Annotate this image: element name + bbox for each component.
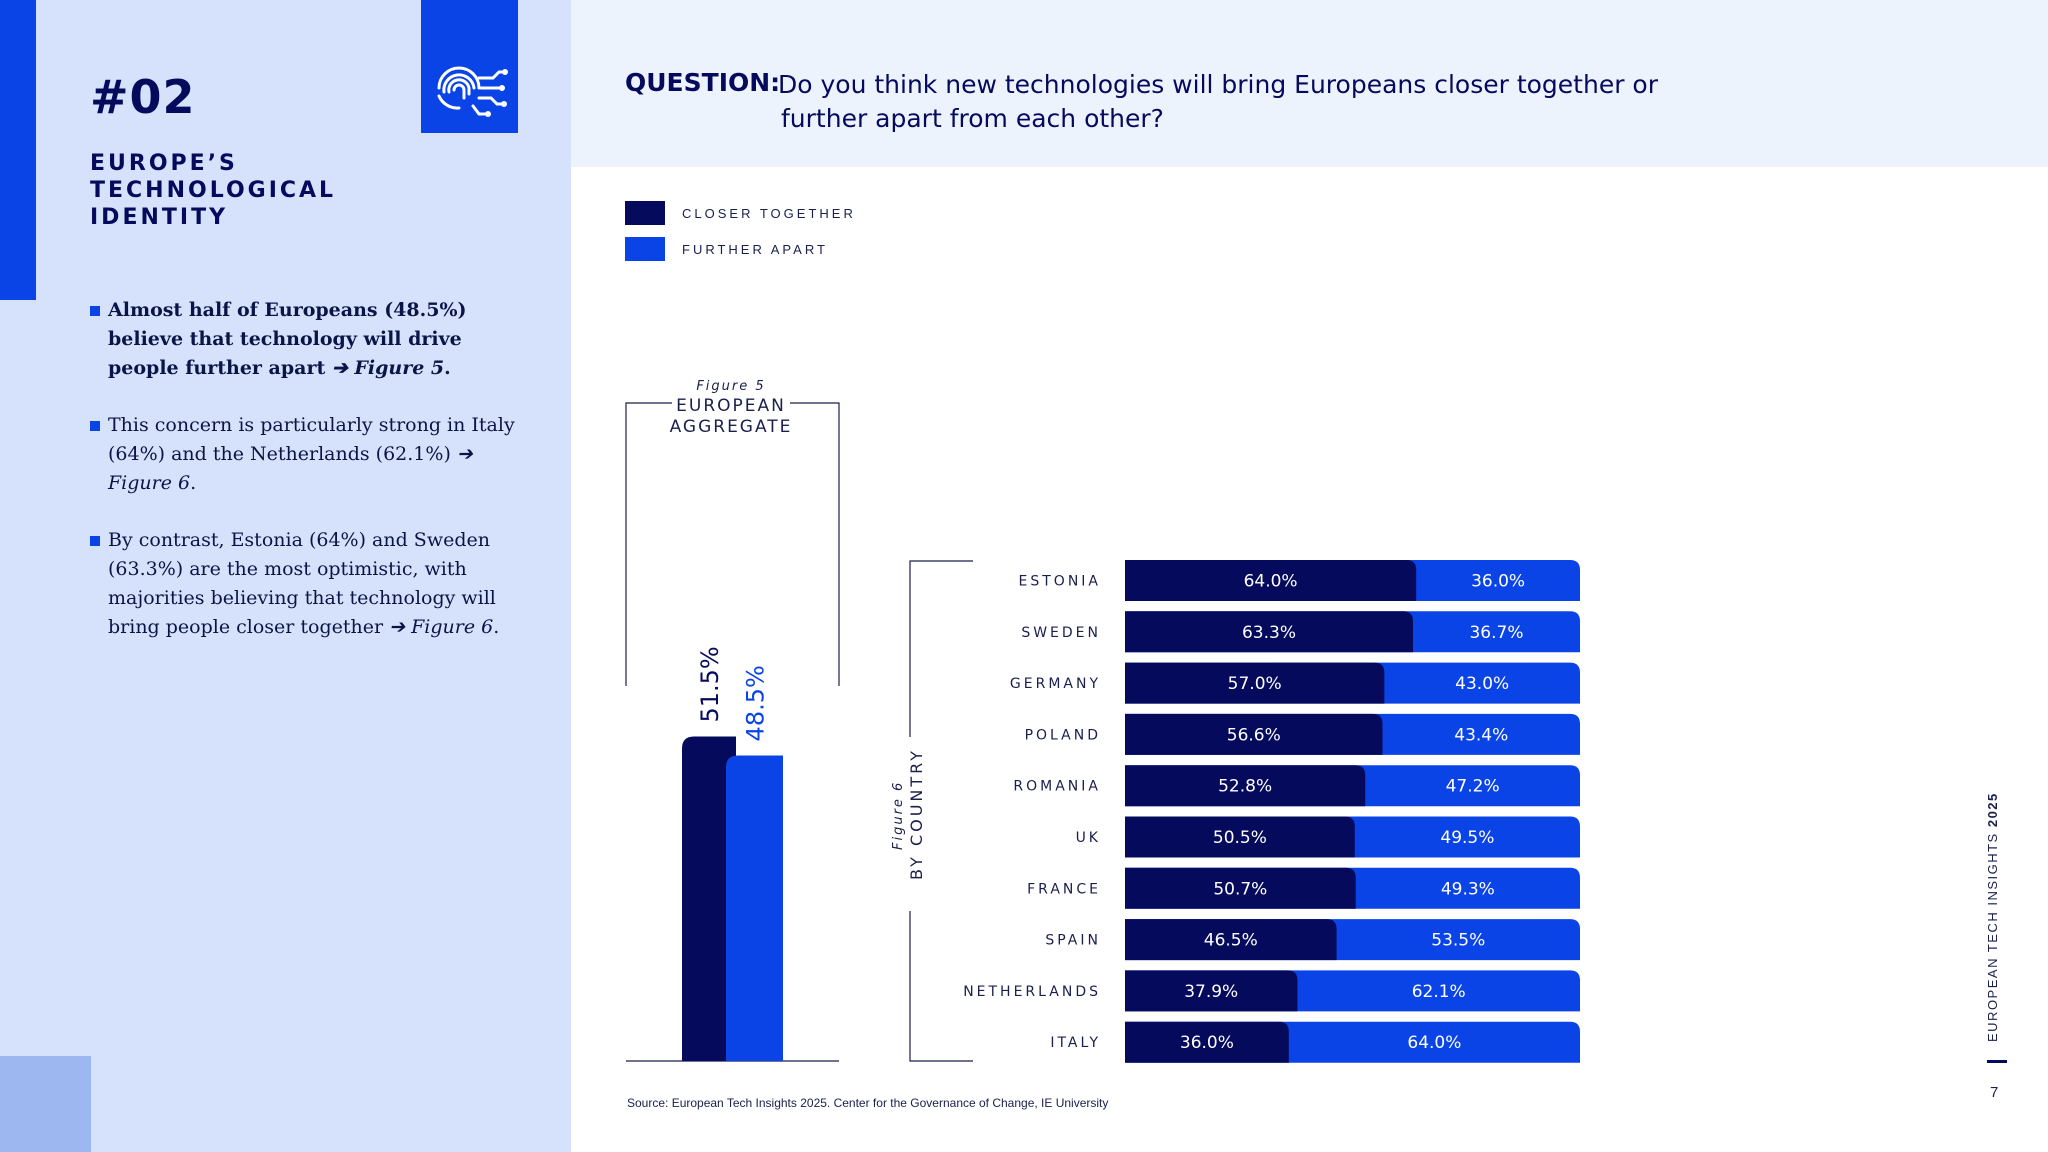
data-label-closer: 57.0% xyxy=(1228,674,1282,694)
bar-row: POLAND 56.6% 43.4% xyxy=(1025,713,1580,755)
legend-swatch-closer xyxy=(625,201,665,225)
left-panel xyxy=(0,0,571,1152)
bar-row: ROMANIA 52.8% 47.2% xyxy=(1013,765,1580,807)
bar-segment-closer xyxy=(1125,611,1414,653)
data-label-further: 36.0% xyxy=(1471,572,1525,592)
bar-row: ITALY 36.0% 64.0% xyxy=(1050,1021,1580,1063)
bullet-text: By contrast, Estonia (64%) and Sweden (6… xyxy=(108,529,496,638)
question-text: Do you think new technologies will bring… xyxy=(778,70,1659,133)
data-label-closer: 64.0% xyxy=(1244,572,1298,592)
bullet-text: Almost half of Europeans (48.5%) believe… xyxy=(108,299,467,379)
data-label-closer: 50.7% xyxy=(1213,879,1267,899)
country-label: ITALY xyxy=(1050,1035,1101,1051)
figure6-bars: ESTONIA 64.0% 36.0% SWEDEN 63.3% 36.7% GERMANY… xyxy=(963,560,1580,1063)
bar-segment-closer xyxy=(1125,765,1366,807)
figure6-bracket xyxy=(909,560,973,1062)
bullet-end: . xyxy=(444,357,451,379)
country-label: ROMANIA xyxy=(1013,779,1101,795)
section-icon-box xyxy=(421,0,518,133)
bar-row: ESTONIA 64.0% 36.0% xyxy=(1019,560,1580,601)
fingerprint-circuit-icon xyxy=(437,66,508,117)
brand-rule xyxy=(1987,1060,2007,1063)
legend-item-closer: CLOSER TOGETHER xyxy=(625,201,856,225)
data-label-further: 49.5% xyxy=(1440,828,1494,848)
figure6-title: BY COUNTRY xyxy=(907,748,926,880)
bar-row: SWEDEN 63.3% 36.7% xyxy=(1021,611,1580,653)
page-number: 7 xyxy=(1990,1084,1999,1101)
data-label-closer: 46.5% xyxy=(1204,931,1258,951)
data-label-closer: 37.9% xyxy=(1184,982,1238,1002)
bar-row: NETHERLANDS 37.9% 62.1% xyxy=(963,970,1580,1012)
list-item: This concern is particularly strong in I… xyxy=(90,411,530,498)
country-label: SWEDEN xyxy=(1021,625,1101,641)
legend-label-closer: CLOSER TOGETHER xyxy=(682,205,856,221)
section-title: EUROPE’S TECHNOLOGICAL IDENTITY xyxy=(90,151,337,230)
figure-reference: ➔ Figure 6 xyxy=(389,616,494,638)
data-label-closer: 51.5% xyxy=(696,646,724,722)
data-label-further: 62.1% xyxy=(1412,982,1466,1002)
data-label-further: 43.4% xyxy=(1454,725,1508,745)
list-item: Almost half of Europeans (48.5%) believe… xyxy=(90,296,530,383)
data-label-closer: 63.3% xyxy=(1242,623,1296,643)
data-label-further: 36.7% xyxy=(1469,623,1523,643)
data-label-further: 49.3% xyxy=(1441,879,1495,899)
brand-text: EUROPEAN TECH INSIGHTS xyxy=(1985,827,2000,1042)
bar-row: GERMANY 57.0% 43.0% xyxy=(1010,662,1580,704)
figure-reference: ➔ Figure 6 xyxy=(108,443,473,494)
legend-item-further: FURTHER APART xyxy=(625,237,828,261)
bar-row: FRANCE 50.7% 49.3% xyxy=(1027,867,1580,909)
data-label-further: 64.0% xyxy=(1407,1033,1461,1053)
figure5-title-line1: EUROPEAN xyxy=(676,396,786,416)
figure-reference: ➔ Figure 5 xyxy=(331,357,445,379)
country-label: SPAIN xyxy=(1045,933,1101,949)
question-label: QUESTION: xyxy=(625,68,781,97)
key-findings-list: Almost half of Europeans (48.5%) believe… xyxy=(90,296,530,670)
country-label: ESTONIA xyxy=(1019,574,1101,590)
figure5-bars: 51.5% 48.5% xyxy=(682,646,783,1061)
data-label-closer: 56.6% xyxy=(1227,725,1281,745)
brand-year: 2025 xyxy=(1985,792,2000,828)
legend-swatch-further xyxy=(625,237,665,261)
section-number: #02 xyxy=(90,70,196,124)
bar-segment-closer xyxy=(1125,816,1355,858)
brand-vertical: EUROPEAN TECH INSIGHTS 2025 xyxy=(1985,792,2000,1042)
country-label: FRANCE xyxy=(1027,881,1101,897)
bar-row: SPAIN 46.5% 53.5% xyxy=(1045,919,1580,961)
data-label-further: 48.5% xyxy=(742,665,770,741)
bar-segment-closer xyxy=(1125,662,1385,704)
figure6-label: Figure 6 xyxy=(891,781,906,850)
figure5-title-line2: AGGREGATE xyxy=(670,417,793,437)
bar-segment-closer xyxy=(1125,867,1356,909)
bar-segment-closer xyxy=(1125,713,1383,755)
bar-closer xyxy=(682,736,736,1061)
bar-segment-closer xyxy=(1125,970,1298,1012)
legend-label-further: FURTHER APART xyxy=(682,241,828,257)
data-label-further: 53.5% xyxy=(1431,931,1485,951)
list-item: By contrast, Estonia (64%) and Sweden (6… xyxy=(90,526,530,642)
country-label: NETHERLANDS xyxy=(963,984,1101,1000)
data-label-closer: 50.5% xyxy=(1213,828,1267,848)
question-banner xyxy=(571,0,2048,167)
bullet-end: . xyxy=(493,616,500,638)
bar-row: UK 50.5% 49.5% xyxy=(1076,816,1580,858)
left-accent-bar xyxy=(0,0,36,300)
data-label-closer: 52.8% xyxy=(1218,777,1272,797)
source-note: Source: European Tech Insights 2025. Cen… xyxy=(627,1096,1109,1110)
bar-segment-closer xyxy=(1125,560,1417,601)
figure5-label: Figure 5 xyxy=(696,379,765,394)
bar-segment-closer xyxy=(1125,1021,1289,1063)
bullet-text: This concern is particularly strong in I… xyxy=(108,414,515,465)
country-label: POLAND xyxy=(1025,727,1101,743)
left-corner-block xyxy=(0,1056,91,1152)
bar-segment-closer xyxy=(1125,919,1337,961)
country-label: GERMANY xyxy=(1010,676,1101,692)
data-label-closer: 36.0% xyxy=(1180,1033,1234,1053)
bullet-end: . xyxy=(190,472,197,494)
country-label: UK xyxy=(1076,830,1101,846)
data-label-further: 43.0% xyxy=(1455,674,1509,694)
bar-further xyxy=(726,755,783,1061)
data-label-further: 47.2% xyxy=(1446,777,1500,797)
